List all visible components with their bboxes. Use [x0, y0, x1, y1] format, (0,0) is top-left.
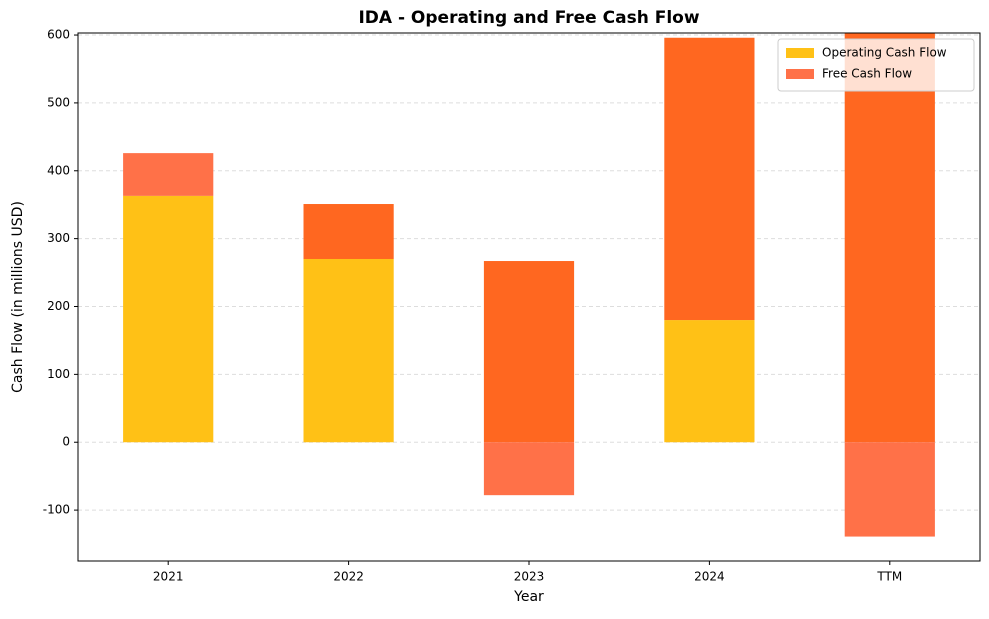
y-tick-label: -100: [43, 503, 70, 517]
y-tick-label: 200: [47, 299, 70, 313]
bar: [844, 33, 935, 443]
chart-title: IDA - Operating and Free Cash Flow: [358, 8, 699, 28]
y-tick-label: 100: [47, 367, 70, 381]
x-tick-label: 2022: [333, 570, 364, 584]
legend: Operating Cash Flow Free Cash Flow: [777, 38, 975, 92]
bar: [664, 37, 755, 321]
legend-label: Operating Cash Flow: [822, 46, 947, 60]
bar: [483, 261, 575, 443]
y-tick-label: 0: [62, 435, 70, 449]
bar: [664, 320, 755, 443]
legend-swatch: [786, 48, 814, 58]
y-tick-label: 600: [47, 28, 70, 42]
y-tick-label: 400: [47, 163, 70, 177]
x-tick-label: 2023: [514, 570, 545, 584]
x-tick-label: 2024: [694, 570, 725, 584]
x-axis-label: Year: [513, 589, 544, 605]
x-tick-label: TTM: [876, 570, 902, 584]
bar: [123, 195, 214, 443]
bars: [123, 33, 935, 537]
x-tick-label: 2021: [153, 570, 184, 584]
y-tick-label: 300: [47, 231, 70, 245]
legend-label: Free Cash Flow: [822, 67, 912, 81]
legend-box: [777, 38, 975, 92]
y-tick-label: 500: [47, 95, 70, 109]
y-axis-label: Cash Flow (in millions USD): [10, 201, 26, 393]
bar: [123, 153, 214, 196]
bar: [844, 442, 935, 537]
bar: [303, 258, 394, 443]
bar: [303, 204, 394, 259]
legend-swatch: [786, 69, 814, 79]
bar: [483, 442, 575, 496]
